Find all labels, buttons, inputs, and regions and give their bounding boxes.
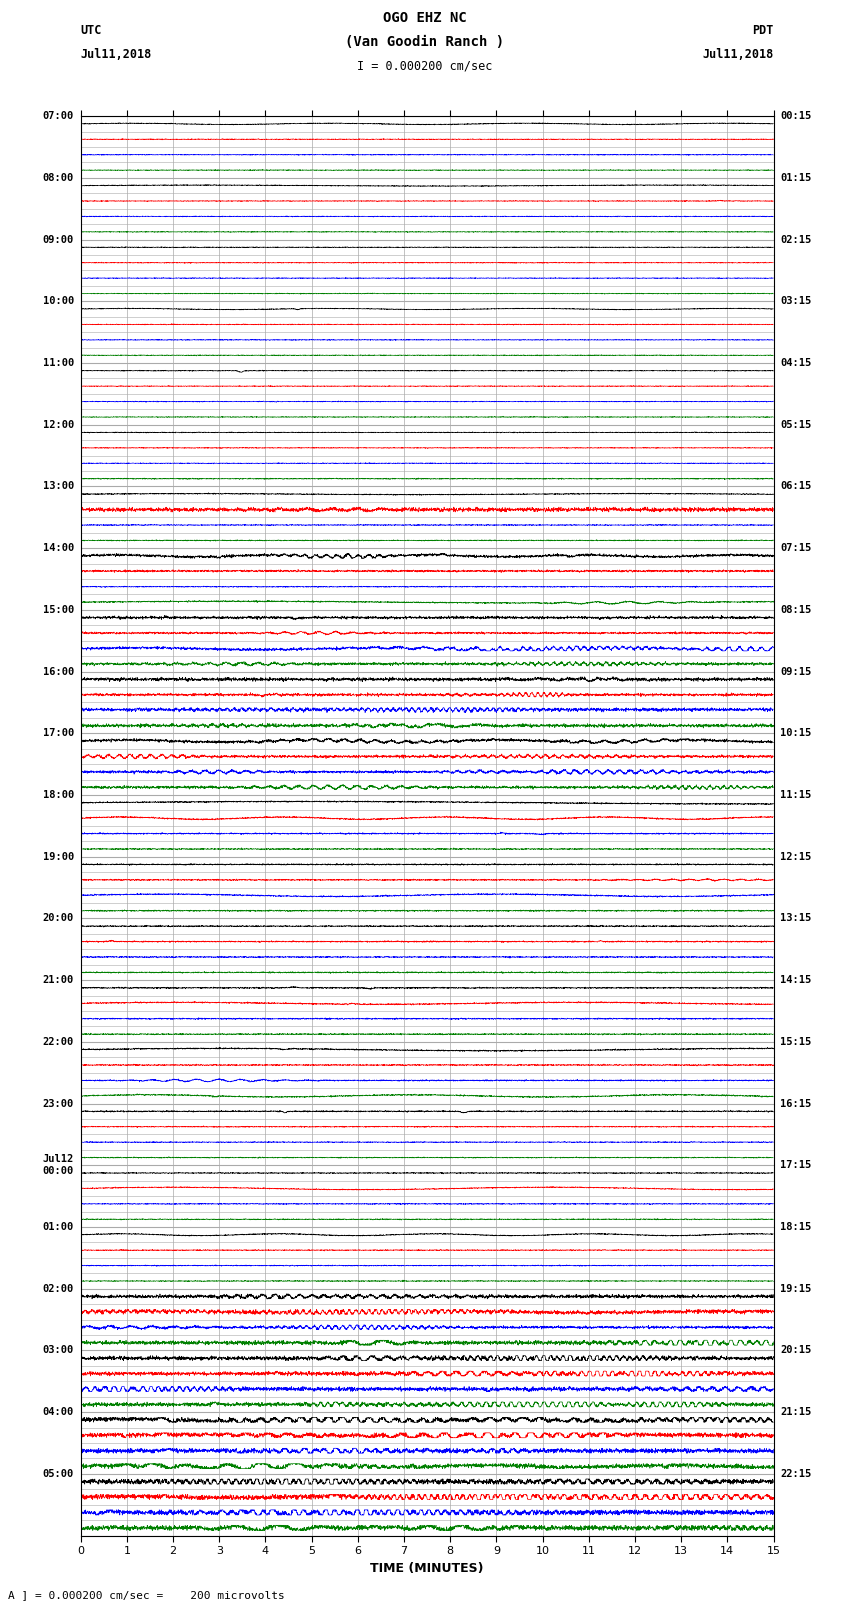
Text: 18:15: 18:15: [780, 1223, 812, 1232]
Text: 20:15: 20:15: [780, 1345, 812, 1355]
Text: 00:15: 00:15: [780, 111, 812, 121]
Text: 22:00: 22:00: [42, 1037, 74, 1047]
Text: 14:15: 14:15: [780, 976, 812, 986]
Text: 10:15: 10:15: [780, 729, 812, 739]
Text: 11:15: 11:15: [780, 790, 812, 800]
Text: Jul11,2018: Jul11,2018: [81, 48, 152, 61]
Text: 15:00: 15:00: [42, 605, 74, 615]
Text: A ] = 0.000200 cm/sec =    200 microvolts: A ] = 0.000200 cm/sec = 200 microvolts: [8, 1590, 286, 1600]
Text: 14:00: 14:00: [42, 544, 74, 553]
Text: 12:15: 12:15: [780, 852, 812, 861]
Text: 05:15: 05:15: [780, 419, 812, 429]
Text: 17:00: 17:00: [42, 729, 74, 739]
Text: 04:15: 04:15: [780, 358, 812, 368]
Text: 03:15: 03:15: [780, 297, 812, 306]
Text: 06:15: 06:15: [780, 481, 812, 492]
X-axis label: TIME (MINUTES): TIME (MINUTES): [371, 1561, 484, 1574]
Text: 08:00: 08:00: [42, 173, 74, 182]
Text: 01:00: 01:00: [42, 1223, 74, 1232]
Text: 02:15: 02:15: [780, 234, 812, 245]
Text: 16:00: 16:00: [42, 666, 74, 676]
Text: 05:00: 05:00: [42, 1469, 74, 1479]
Text: 23:00: 23:00: [42, 1098, 74, 1108]
Text: 10:00: 10:00: [42, 297, 74, 306]
Text: 16:15: 16:15: [780, 1098, 812, 1108]
Text: 08:15: 08:15: [780, 605, 812, 615]
Text: 09:00: 09:00: [42, 234, 74, 245]
Text: 03:00: 03:00: [42, 1345, 74, 1355]
Text: 02:00: 02:00: [42, 1284, 74, 1294]
Text: 19:15: 19:15: [780, 1284, 812, 1294]
Text: 21:00: 21:00: [42, 976, 74, 986]
Text: PDT: PDT: [752, 24, 774, 37]
Text: 15:15: 15:15: [780, 1037, 812, 1047]
Text: 19:00: 19:00: [42, 852, 74, 861]
Text: 09:15: 09:15: [780, 666, 812, 676]
Text: 07:15: 07:15: [780, 544, 812, 553]
Text: 18:00: 18:00: [42, 790, 74, 800]
Text: Jul12
00:00: Jul12 00:00: [42, 1155, 74, 1176]
Text: 13:00: 13:00: [42, 481, 74, 492]
Text: 13:15: 13:15: [780, 913, 812, 923]
Text: 07:00: 07:00: [42, 111, 74, 121]
Text: (Van Goodin Ranch ): (Van Goodin Ranch ): [345, 35, 505, 50]
Text: 11:00: 11:00: [42, 358, 74, 368]
Text: 17:15: 17:15: [780, 1160, 812, 1171]
Text: 22:15: 22:15: [780, 1469, 812, 1479]
Text: 20:00: 20:00: [42, 913, 74, 923]
Text: UTC: UTC: [81, 24, 102, 37]
Text: 12:00: 12:00: [42, 419, 74, 429]
Text: Jul11,2018: Jul11,2018: [702, 48, 774, 61]
Text: 04:00: 04:00: [42, 1407, 74, 1418]
Text: 21:15: 21:15: [780, 1407, 812, 1418]
Text: 01:15: 01:15: [780, 173, 812, 182]
Text: I = 0.000200 cm/sec: I = 0.000200 cm/sec: [357, 60, 493, 73]
Text: OGO EHZ NC: OGO EHZ NC: [383, 11, 467, 26]
